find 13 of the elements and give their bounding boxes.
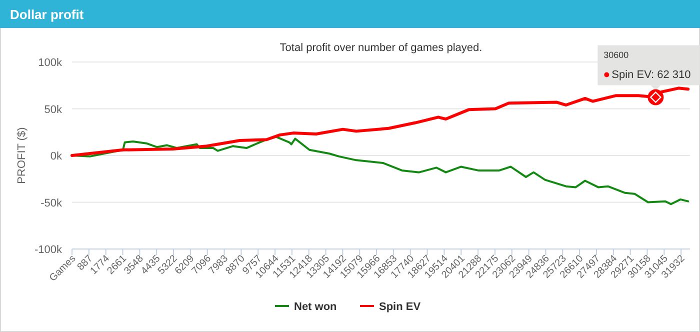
y-tick-label: 0k [50,150,62,162]
y-tick-label: 100k [38,57,62,69]
y-tick-label: 50k [44,104,62,116]
text: 30600 [604,50,629,60]
y-tick-label: -50k [40,197,62,210]
y-axis-title: PROFIT ($) [16,127,28,184]
chart-subtitle: Total profit over number of games played. [280,42,482,54]
line-series [70,86,690,157]
y-tick-label: -100k [34,244,62,256]
legend-label: Spin EV [379,301,422,313]
legend-label: Net won [294,301,338,313]
annotation: Spin EV: 62 310 [612,69,691,82]
chart-title: Dollar profit [10,7,84,22]
